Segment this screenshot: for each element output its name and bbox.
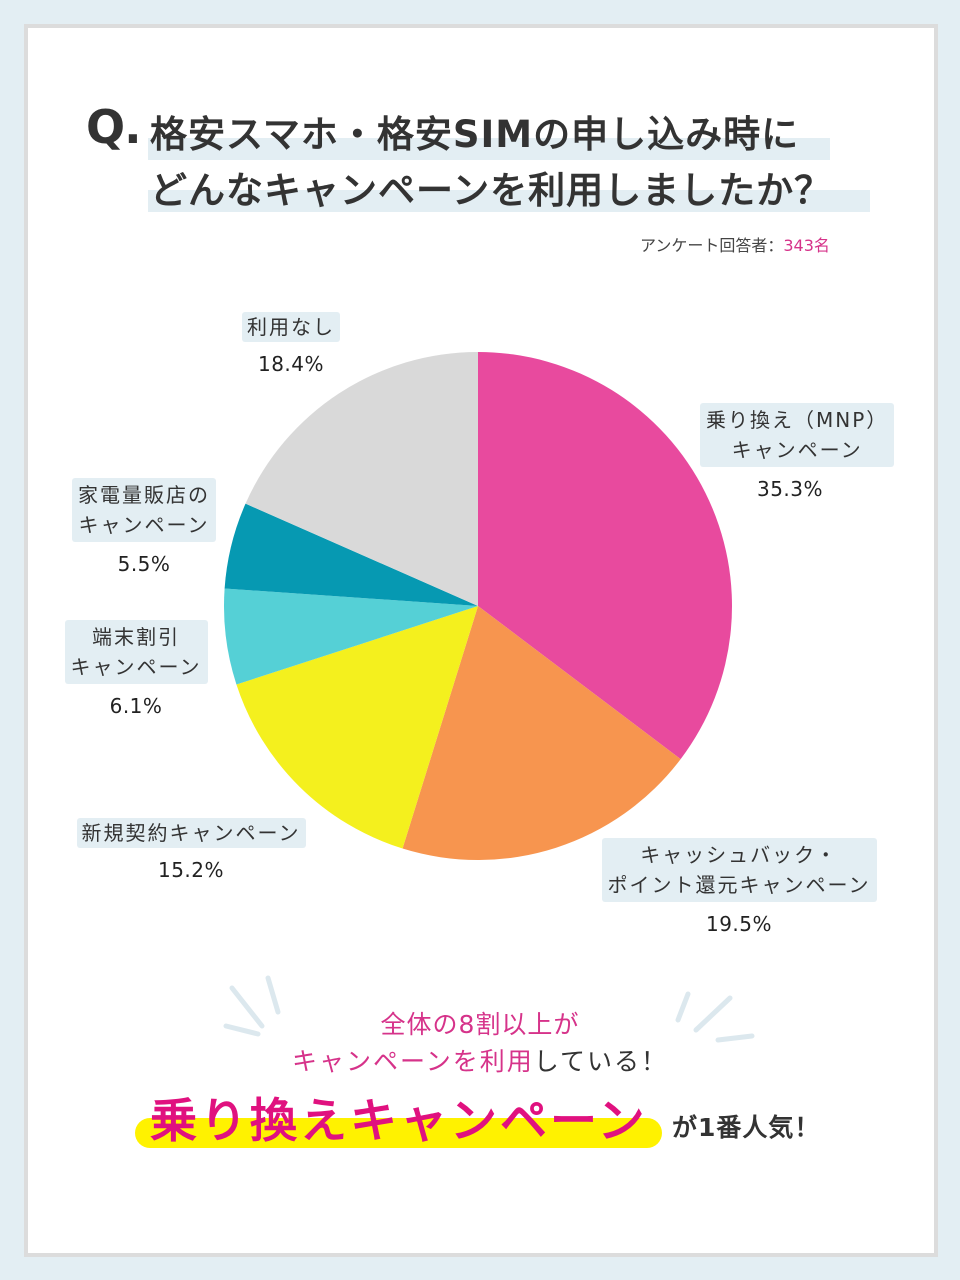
title-highlight-band	[148, 138, 830, 160]
slice-label-device-discount: 端末割引 キャンペーン 6.1%	[56, 620, 216, 718]
summary-line2: キャンペーンを利用している！	[0, 1042, 960, 1078]
slice-label-name: 乗り換え（MNP） キャンペーン	[700, 403, 895, 467]
summary-line2-highlight: キャンペーンを利用	[291, 1047, 534, 1076]
respondent-count: アンケート回答者：343名	[640, 232, 830, 256]
hero-text: 乗り換えキャンペーン	[150, 1094, 648, 1149]
slice-label-electronics-store: 家電量販店の キャンペーン 5.5%	[64, 478, 224, 576]
respondent-label: アンケート回答者：	[640, 236, 784, 255]
slice-label-cashback: キャッシュバック・ ポイント還元キャンペーン 19.5%	[594, 838, 884, 936]
slice-label-name: 端末割引 キャンペーン	[64, 620, 208, 684]
pie-chart	[224, 352, 732, 860]
respondent-number: 343名	[783, 236, 830, 255]
slice-label-percent: 15.2%	[157, 858, 225, 882]
slice-label-percent: 18.4%	[257, 352, 325, 376]
pie-slice	[224, 503, 478, 606]
question-mark-label: Q.	[86, 100, 142, 154]
pie-slice	[402, 606, 681, 860]
pie-slice	[224, 588, 478, 685]
slice-label-none: 利用なし 18.4%	[226, 312, 356, 376]
hero-highlight-band	[135, 1118, 662, 1148]
summary-line2-text: している！	[533, 1047, 669, 1076]
pie-slices	[224, 352, 732, 860]
slice-label-percent: 19.5%	[705, 912, 773, 936]
question-title-line1: 格安スマホ・格安SIMの申し込み時に	[150, 113, 800, 156]
slice-label-mnp: 乗り換え（MNP） キャンペーン 35.3%	[700, 403, 895, 501]
pie-slice	[478, 352, 732, 760]
slice-label-percent: 5.5%	[117, 552, 171, 576]
question-title-line2: どんなキャンペーンを利用しましたか？	[150, 169, 833, 212]
slice-label-name: キャッシュバック・ ポイント還元キャンペーン	[601, 838, 877, 902]
hero-suffix-text: が1番人気！	[672, 1113, 821, 1142]
slice-label-percent: 6.1%	[109, 694, 163, 718]
slice-label-percent: 35.3%	[756, 477, 824, 501]
pie-slice	[245, 352, 478, 606]
slice-label-name: 利用なし	[242, 312, 340, 342]
summary-line1: 全体の8割以上が	[380, 1010, 580, 1039]
pie-slice	[236, 606, 478, 849]
slice-label-name: 家電量販店の キャンペーン	[72, 478, 216, 542]
slice-label-name: 新規契約キャンペーン	[76, 818, 306, 848]
slice-label-new-contract: 新規契約キャンペーン 15.2%	[66, 818, 316, 882]
title-highlight-band	[148, 190, 870, 212]
